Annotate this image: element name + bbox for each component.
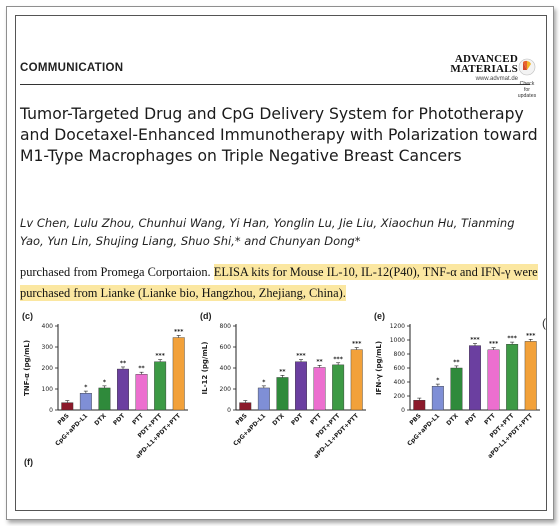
panel-e-label: (e) [374, 311, 385, 321]
y-axis-title: IFN-γ (pg/mL) [375, 341, 383, 395]
significance-label: ** [138, 365, 145, 372]
significance-label: ** [453, 359, 460, 366]
y-tick-label: 800 [220, 323, 232, 330]
significance-label: * [436, 377, 440, 384]
excerpt-plain-text: purchased from Promega Corportaion. [20, 265, 211, 279]
y-tick-label: 200 [394, 393, 406, 400]
bar [450, 367, 463, 411]
journal-logo: ADVANCED MATERIALS www.advmat.de [436, 53, 518, 83]
y-tick-label: 100 [42, 386, 54, 393]
bar [61, 402, 74, 411]
y-tick-label: 600 [220, 344, 232, 351]
category-label: PTT [483, 412, 498, 427]
bar [239, 402, 252, 411]
significance-label: *** [470, 337, 480, 344]
y-axis-title: IL-12 (pg/mL) [201, 342, 209, 395]
significance-label: *** [296, 353, 306, 360]
bar [506, 344, 519, 411]
category-label: PDT [112, 412, 127, 427]
category-label: DTX [445, 412, 460, 427]
significance-label: *** [333, 356, 343, 363]
bar [469, 345, 481, 411]
panel-c-label: (c) [22, 311, 33, 321]
y-tick-label: 200 [220, 386, 232, 393]
article-title: Tumor-Targeted Drug and CpG Delivery Sys… [20, 105, 538, 165]
methods-excerpt: purchased from Promega Corportaion. ELIS… [20, 262, 545, 304]
chart-tnf-alpha: TNF-α (pg/mL)0100200300400PBS*CpG+aPD-L1… [23, 323, 188, 458]
bar [332, 364, 345, 411]
panel-f-label: (f) [24, 457, 33, 467]
y-tick-label: 400 [220, 365, 232, 372]
journal-name-line1: ADVANCED [454, 53, 518, 65]
bar [79, 392, 92, 411]
section-label: COMMUNICATION [20, 62, 124, 74]
panel-d-label: (d) [200, 311, 212, 321]
category-label: PBS [234, 412, 248, 426]
bar [524, 341, 537, 411]
y-tick-label: 300 [42, 344, 54, 351]
bar [98, 387, 111, 411]
y-tick-label: 1200 [390, 323, 405, 330]
y-axis-title: TNF-α (pg/mL) [23, 340, 31, 396]
inner-border [15, 15, 547, 511]
category-label: PBS [56, 412, 70, 426]
significance-label: *** [526, 332, 536, 339]
update-text-line1: Check for [520, 81, 535, 93]
category-label: PDT [290, 412, 305, 427]
category-label: PTT [309, 412, 324, 427]
y-tick-label: 0 [401, 407, 405, 414]
significance-label: *** [352, 341, 362, 348]
y-tick-label: 800 [394, 351, 406, 358]
y-tick-label: 0 [227, 407, 231, 414]
significance-label: ** [279, 368, 286, 375]
y-tick-label: 0 [49, 407, 53, 414]
y-tick-label: 200 [42, 365, 54, 372]
category-label: PDT [464, 412, 479, 427]
bar [117, 368, 129, 411]
significance-label: * [84, 384, 88, 391]
bar [172, 337, 185, 411]
significance-label: ** [120, 360, 127, 367]
chart-ifn-gamma: IFN-γ (pg/mL)020040060080010001200PBS*Cp… [375, 323, 540, 458]
category-label: PBS [408, 412, 422, 426]
bar [350, 349, 363, 411]
significance-label: ** [316, 358, 323, 365]
next-panel-mark: ( [542, 316, 546, 330]
header-rule [20, 84, 530, 85]
chart-il-12: IL-12 (pg/mL)0200400600800PBS*CpG+aPD-L1… [201, 323, 366, 458]
y-tick-label: 400 [394, 379, 406, 386]
y-tick-label: 400 [42, 323, 54, 330]
significance-label: *** [155, 353, 165, 360]
significance-label: *** [507, 335, 517, 342]
figure-frame [6, 6, 554, 520]
significance-label: * [262, 379, 266, 386]
bar [257, 387, 270, 411]
y-tick-label: 1000 [390, 337, 405, 344]
bar [413, 399, 426, 411]
significance-label: *** [174, 328, 184, 335]
journal-url: www.advmat.de [475, 76, 518, 82]
significance-label: * [103, 379, 107, 386]
bar [154, 361, 167, 411]
bar [431, 385, 444, 411]
category-label: PTT [131, 412, 146, 427]
check-for-updates-badge[interactable]: Check for updates [516, 58, 538, 99]
author-list: Lv Chen, Lulu Zhou, Chunhui Wang, Yi Han… [20, 216, 515, 248]
bar [313, 367, 326, 411]
y-tick-label: 600 [394, 365, 406, 372]
significance-label: *** [489, 341, 499, 348]
bar [295, 361, 307, 411]
bar [487, 349, 500, 411]
bar [276, 377, 289, 411]
bar [135, 374, 148, 411]
journal-name-line2: MATERIALS [450, 63, 518, 75]
category-label: DTX [271, 412, 286, 427]
category-label: DTX [93, 412, 108, 427]
update-text-line2: updates [517, 93, 537, 99]
update-icon [518, 58, 536, 76]
